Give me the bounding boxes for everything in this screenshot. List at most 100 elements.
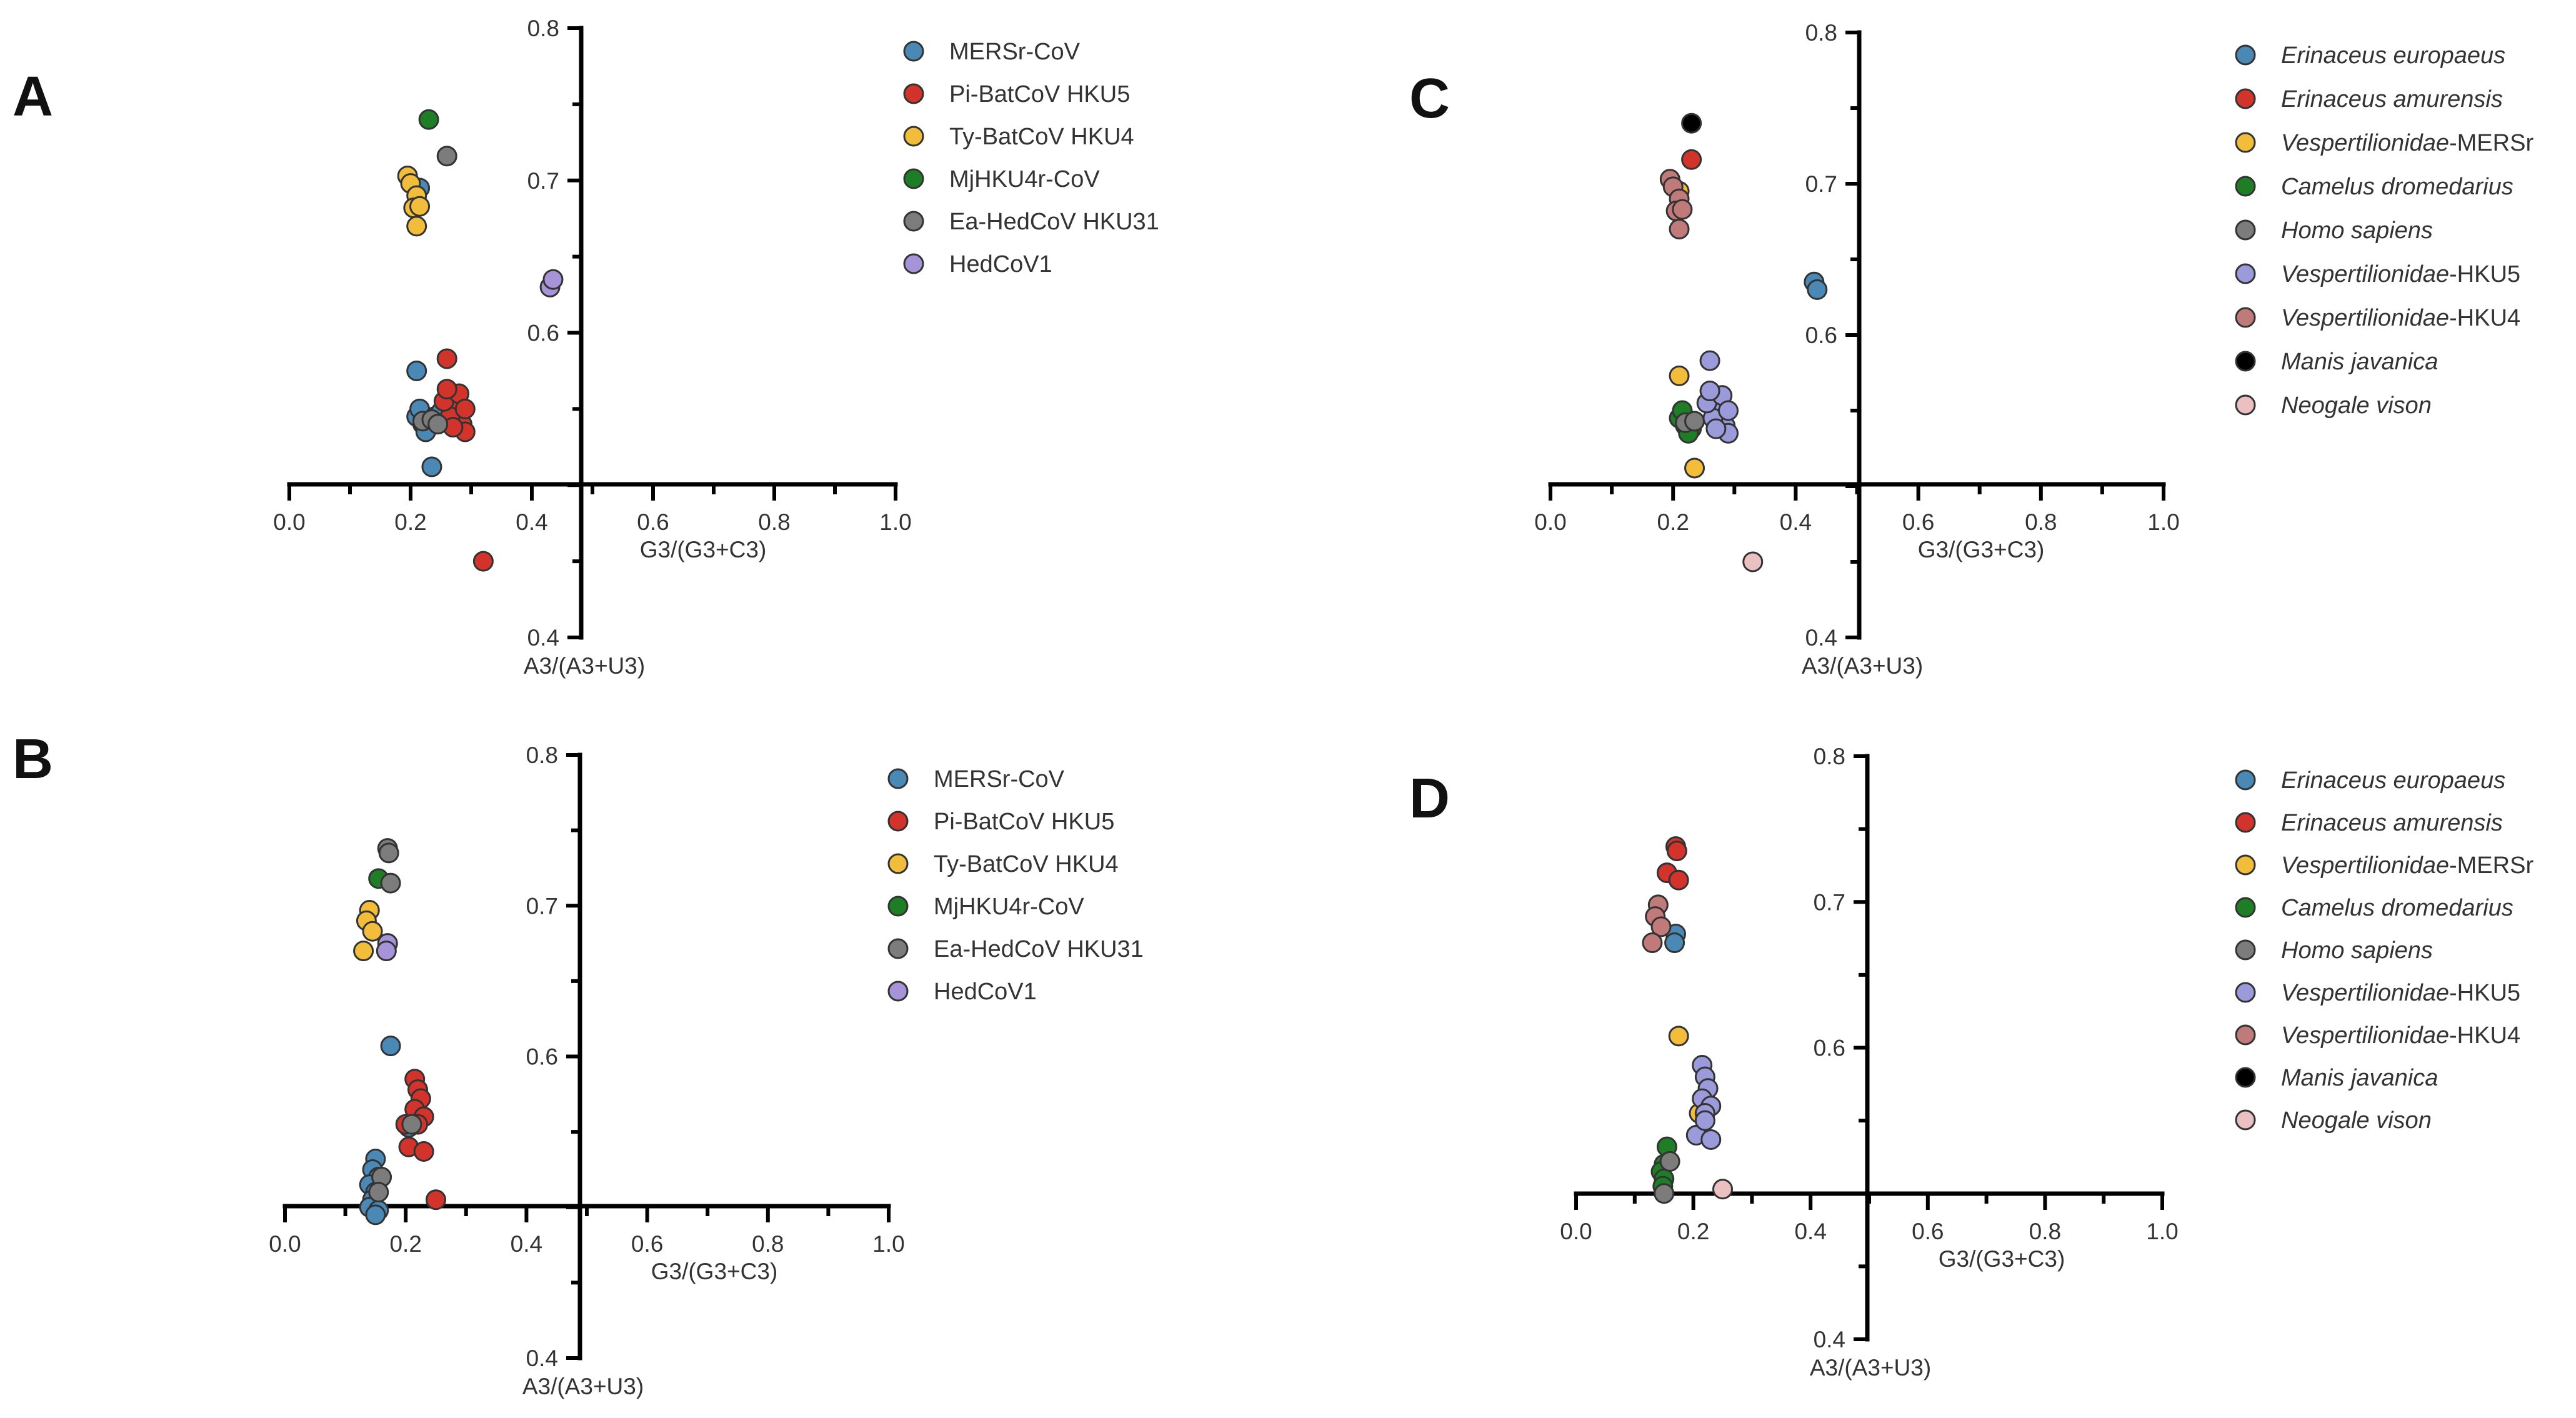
data-point	[421, 456, 442, 477]
x-tick-label: 0.8	[2029, 1219, 2061, 1244]
legend-item: Homo sapiens	[2235, 217, 2433, 244]
legend-label: Vespertilionidae-HKU4	[2281, 305, 2520, 331]
data-point	[353, 941, 374, 962]
legend-marker	[887, 853, 909, 874]
y-tick-label: 0.6	[1805, 322, 1837, 348]
data-point	[376, 941, 397, 962]
data-point	[409, 196, 431, 217]
legend-marker	[903, 41, 924, 62]
y-tick-label: 0.4	[1814, 1327, 1845, 1352]
legend-label: HedCoV1	[949, 251, 1052, 277]
legend-label: Ea-HedCoV HKU31	[934, 936, 1144, 962]
legend-label-italic: Vespertilionidae	[2281, 130, 2449, 156]
legend-item: Neogale vison	[2235, 1107, 2432, 1134]
legend-label-suffix: -HKU4	[2449, 1022, 2520, 1049]
legend-marker	[2235, 1067, 2256, 1088]
y-axis-title: A3/(A3+U3)	[1802, 653, 1923, 679]
legend-item: MjHKU4r-CoV	[903, 166, 1100, 192]
panel-letter: C	[1409, 67, 1450, 130]
series-points	[418, 109, 439, 130]
legend-label-italic: Vespertilionidae	[2281, 852, 2449, 879]
data-point	[418, 109, 439, 130]
legend-item: Vespertilionidae-MERSr	[2235, 130, 2534, 156]
y-tick-label: 0.7	[527, 168, 559, 194]
series-points	[1659, 169, 1693, 240]
legend-label: Manis javanica	[2281, 349, 2438, 375]
data-point	[472, 551, 494, 572]
x-tick-label: 0.0	[1534, 509, 1566, 535]
chart-panel-d: D0.0 0.2 0.4 0.6 0.8 1.00.40.60.70.8G3/(G3+C3…	[1409, 744, 2534, 1381]
legend-label-suffix: -MERSr	[2449, 130, 2534, 156]
x-tick-label: 1.0	[879, 509, 911, 535]
legend-marker	[903, 253, 924, 274]
legend-item: Ea-HedCoV HKU31	[887, 936, 1144, 962]
data-point	[401, 1114, 422, 1135]
x-tick-label: 1.0	[2146, 1219, 2178, 1244]
legend-item: Vespertilionidae-MERSr	[2235, 852, 2534, 879]
legend-item: Vespertilionidae-HKU4	[2235, 1022, 2520, 1049]
legend-marker	[903, 126, 924, 147]
series-points	[1742, 551, 1764, 572]
legend-label-italic: Vespertilionidae	[2281, 1022, 2449, 1049]
legend-label: Vespertilionidae-MERSr	[2281, 130, 2534, 156]
y-tick-label: 0.6	[1814, 1036, 1845, 1061]
legend-label-italic: Vespertilionidae	[2281, 305, 2449, 331]
data-point	[1705, 418, 1727, 439]
legend-item: Camelus dromedarius	[2235, 174, 2514, 200]
x-tick-label: 0.8	[758, 509, 790, 535]
data-point	[426, 1189, 446, 1211]
legend-item: Manis javanica	[2235, 1065, 2438, 1091]
data-point	[1694, 1110, 1715, 1131]
data-point	[427, 414, 449, 435]
data-point	[1642, 932, 1663, 954]
x-tick-label: 0.6	[1912, 1219, 1944, 1244]
legend-label-italic: Homo sapiens	[2281, 937, 2433, 964]
legend-label: Manis javanica	[2281, 1065, 2438, 1091]
x-tick-label: 0.6	[631, 1231, 663, 1257]
legend-marker	[2235, 263, 2256, 284]
data-point	[406, 360, 427, 381]
legend-label-italic: Vespertilionidae	[2281, 261, 2449, 287]
data-point	[1681, 149, 1702, 170]
series-points	[539, 269, 564, 297]
data-point	[542, 269, 564, 290]
legend-label-italic: Neogale vison	[2281, 392, 2432, 419]
legend-marker	[2235, 88, 2256, 109]
x-tick-label: 1.0	[872, 1231, 904, 1257]
data-point	[1807, 279, 1828, 300]
legend-label-italic: Erinaceus europaeus	[2281, 767, 2505, 794]
legend-marker	[887, 981, 909, 1002]
legend-item: Vespertilionidae-HKU5	[2235, 261, 2520, 287]
legend-marker	[887, 811, 909, 832]
series-points	[1642, 894, 1672, 954]
series-points	[1685, 1054, 1722, 1150]
data-point	[1699, 381, 1720, 402]
legend-marker	[2235, 307, 2256, 328]
legend-marker	[903, 83, 924, 104]
legend-item: MERSr-CoV	[887, 766, 1065, 792]
x-axis-title: G3/(G3+C3)	[640, 537, 767, 562]
legend-marker	[2235, 769, 2256, 791]
data-point	[436, 146, 457, 167]
legend-label-italic: Camelus dromedarius	[2281, 174, 2514, 200]
data-point	[1717, 400, 1739, 421]
data-point	[413, 1141, 434, 1162]
data-point	[454, 398, 476, 419]
x-tick-label: 0.4	[511, 1231, 542, 1257]
legend-marker	[2235, 854, 2256, 876]
x-tick-label: 0.2	[1657, 509, 1689, 535]
y-tick-label: 0.4	[527, 625, 559, 651]
y-tick-label: 0.6	[526, 1044, 558, 1070]
data-point	[1742, 551, 1764, 572]
legend-label: MjHKU4r-CoV	[949, 166, 1100, 192]
x-tick-label: 0.4	[1794, 1219, 1826, 1244]
series-points	[359, 1036, 419, 1226]
legend-marker	[2235, 897, 2256, 918]
series-points	[397, 165, 431, 237]
legend-label: Pi-BatCoV HKU5	[949, 81, 1130, 107]
data-point	[1659, 1151, 1680, 1172]
series-points	[433, 348, 494, 572]
legend-marker	[887, 896, 909, 917]
